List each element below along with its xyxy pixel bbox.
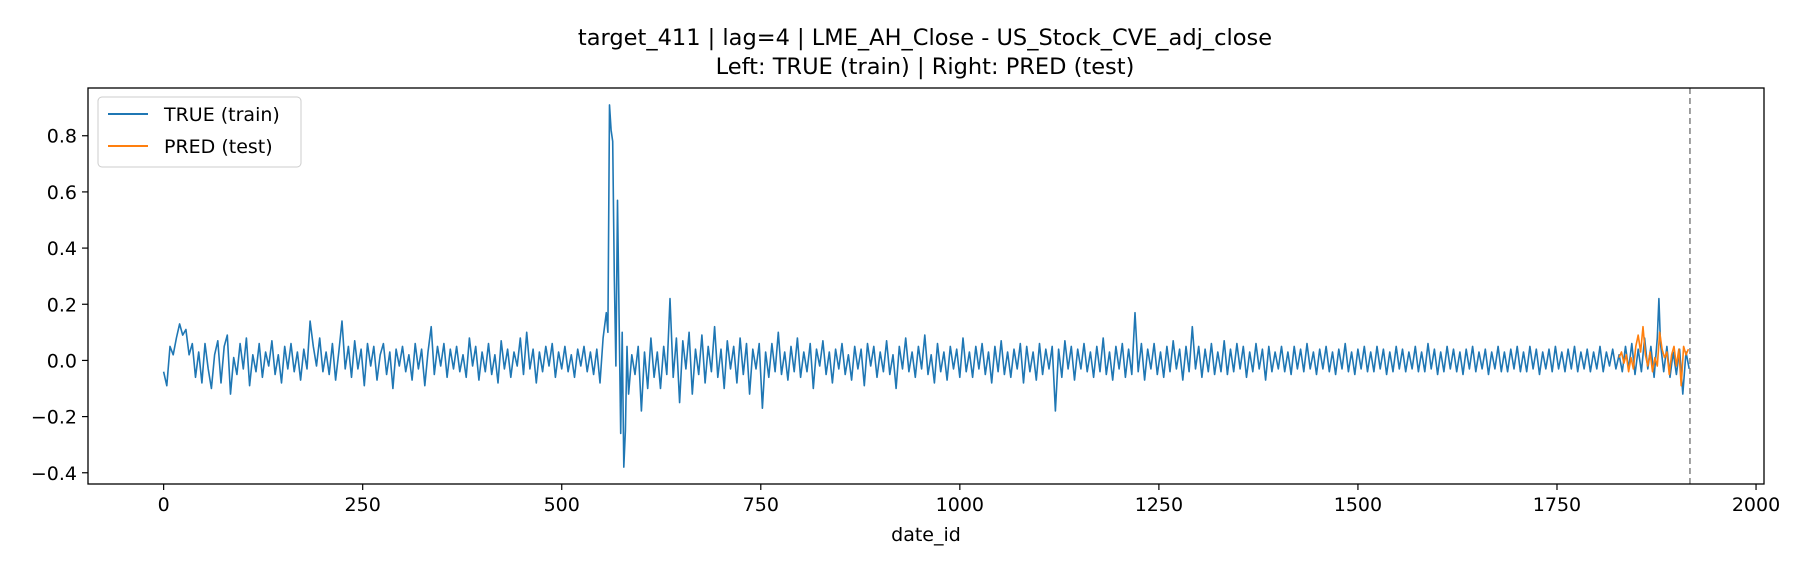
x-tick-label: 1000: [936, 494, 984, 516]
x-tick-label: 0: [158, 494, 170, 516]
series-layer: [162, 104, 1690, 468]
y-axis: −0.4 −0.2 0.0 0.2 0.4 0.6 0.8: [31, 126, 88, 485]
x-tick-label: 1250: [1135, 494, 1183, 516]
x-tick-label: 500: [544, 494, 580, 516]
series-line-1: [1618, 325, 1690, 387]
y-tick-label: −0.2: [31, 407, 77, 429]
legend-label-pred: PRED (test): [164, 136, 273, 158]
y-tick-label: 0.8: [47, 126, 77, 148]
y-tick-label: −0.4: [31, 463, 77, 485]
x-tick-label: 1750: [1533, 494, 1581, 516]
x-tick-label: 750: [743, 494, 779, 516]
x-tick-label: 1500: [1334, 494, 1382, 516]
chart-subtitle: Left: TRUE (train) | Right: PRED (test): [716, 54, 1135, 80]
y-tick-label: 0.6: [47, 182, 77, 204]
y-tick-label: 0.2: [47, 294, 77, 316]
x-tick-label: 250: [345, 494, 381, 516]
legend-box: [97, 96, 302, 168]
chart-title: target_411 | lag=4 | LME_AH_Close - US_S…: [578, 25, 1272, 51]
legend: TRUE (train) PRED (test): [97, 96, 302, 168]
x-tick-label: 2000: [1732, 494, 1780, 516]
y-tick-label: 0.4: [47, 238, 77, 260]
y-tick-label: 0.0: [47, 350, 77, 372]
plot-frame: [87, 87, 1765, 485]
x-axis: 0 250 500 750 1000 1250 1500 1750 2000: [158, 484, 1780, 516]
x-axis-label: date_id: [891, 524, 961, 546]
legend-label-true: TRUE (train): [163, 104, 280, 126]
series-line-0: [162, 104, 1690, 468]
